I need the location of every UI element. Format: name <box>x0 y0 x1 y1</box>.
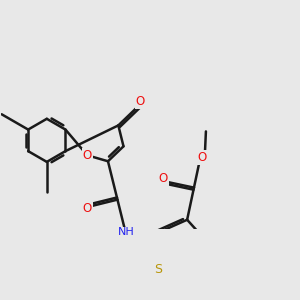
Text: O: O <box>197 151 207 164</box>
Text: O: O <box>82 202 92 215</box>
Text: O: O <box>159 172 168 185</box>
Text: S: S <box>154 263 163 276</box>
Text: NH: NH <box>118 227 134 237</box>
Text: O: O <box>136 94 145 108</box>
Text: O: O <box>82 149 92 162</box>
